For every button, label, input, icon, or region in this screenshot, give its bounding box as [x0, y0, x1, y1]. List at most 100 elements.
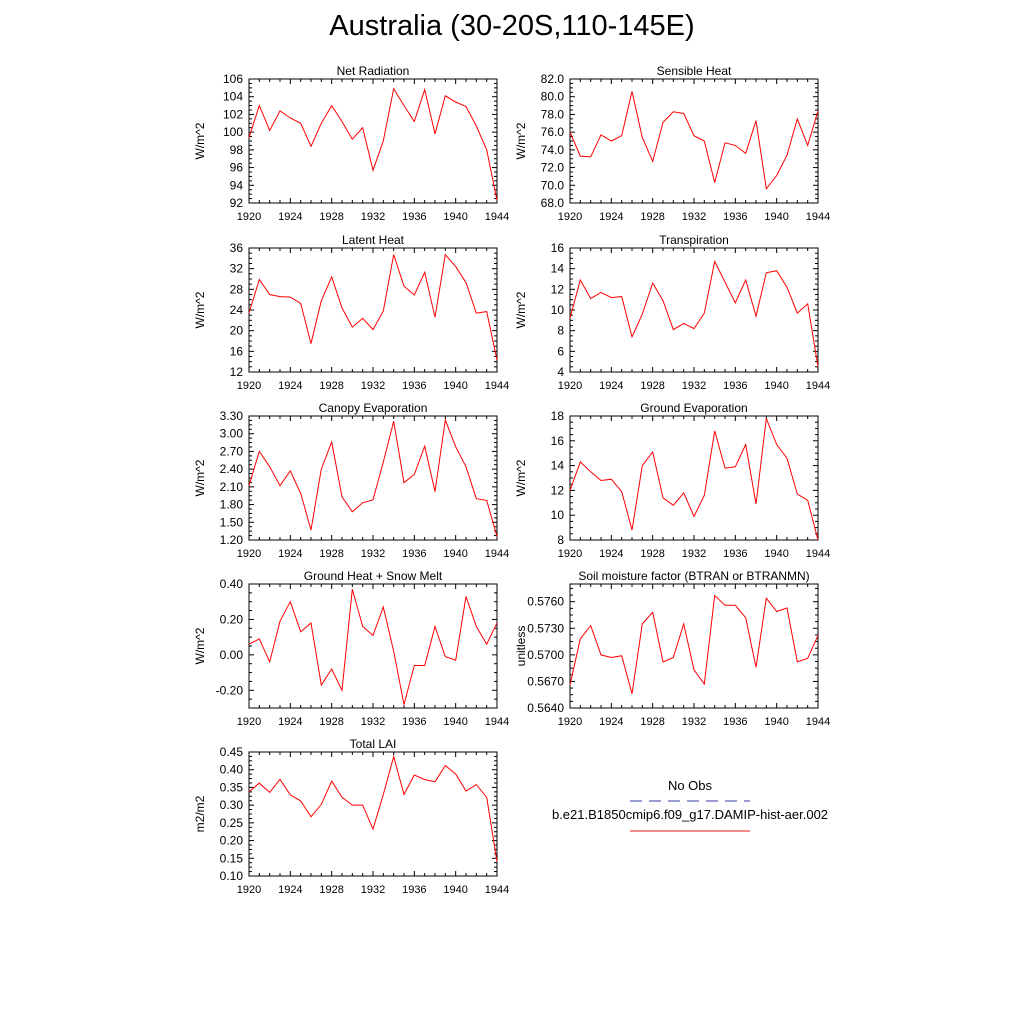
y-tick-label: 0.35: [220, 780, 244, 794]
y-axis-label: W/m^2: [193, 627, 207, 664]
plot-frame: [569, 415, 819, 541]
y-tick-label: 28: [230, 282, 244, 296]
x-tick-label: 1924: [278, 548, 302, 560]
y-tick-label: 12: [230, 365, 244, 379]
series-line: [569, 91, 819, 191]
y-tick-label: -0.20: [216, 683, 244, 697]
panel-title: Ground Evaporation: [640, 401, 747, 415]
series-line: [248, 754, 498, 862]
x-tick-label: 1932: [682, 548, 706, 560]
y-tick-label: 2.40: [220, 462, 244, 476]
y-tick-label: 1.20: [220, 533, 244, 547]
x-tick-label: 1924: [599, 548, 623, 560]
y-tick-label: 10: [551, 303, 565, 317]
x-tick-label: 1928: [640, 211, 664, 223]
x-tick-label: 1944: [806, 548, 830, 560]
x-tick-label: 1928: [319, 211, 343, 223]
panel-title: Latent Heat: [342, 233, 405, 247]
y-tick-label: 0.15: [220, 851, 244, 865]
series-line: [569, 418, 819, 541]
x-tick-label: 1940: [443, 380, 467, 392]
x-tick-label: 1928: [319, 380, 343, 392]
x-tick-label: 1936: [723, 211, 747, 223]
y-tick-label: 80.0: [541, 90, 565, 104]
y-tick-label: 0.5700: [527, 648, 564, 662]
y-tick-label: 0.10: [220, 869, 244, 883]
panel-9: Total LAI m2/m2 1920 1924 1928 1932 1936 1940 19…: [193, 737, 509, 896]
page-title: Australia (30-20S,110-145E): [329, 10, 695, 42]
y-tick-label: 32: [230, 262, 244, 276]
x-tick-label: 1940: [764, 716, 788, 728]
panel-title: Net Radiation: [337, 64, 410, 78]
panel-title: Sensible Heat: [657, 64, 732, 78]
panel-8: Soil moisture factor (BTRAN or BTRANMN) u…: [514, 569, 830, 728]
x-tick-label: 1920: [558, 380, 582, 392]
panel-1: Net Radiation W/m^2 1920 1924 1928 1932 1936 19…: [193, 64, 509, 223]
x-tick-label: 1924: [278, 380, 302, 392]
x-tick-label: 1940: [443, 884, 467, 896]
x-tick-label: 1932: [361, 716, 385, 728]
y-tick-label: 18: [551, 409, 565, 423]
y-axis-label: m2/m2: [193, 795, 207, 832]
x-tick-label: 1936: [723, 716, 747, 728]
x-tick-label: 1932: [361, 211, 385, 223]
y-tick-label: 74.0: [541, 143, 565, 157]
x-tick-label: 1940: [764, 548, 788, 560]
series-line: [248, 418, 498, 537]
panel-3: Latent Heat W/m^2 1920 1924 1928 1932 1936 1940…: [193, 233, 509, 392]
x-tick-label: 1932: [361, 884, 385, 896]
x-tick-label: 1936: [402, 380, 426, 392]
x-tick-label: 1940: [443, 211, 467, 223]
y-tick-label: 12: [551, 282, 565, 296]
x-tick-label: 1940: [443, 716, 467, 728]
x-tick-label: 1936: [402, 716, 426, 728]
x-tick-label: 1944: [806, 716, 830, 728]
x-tick-label: 1920: [237, 211, 261, 223]
y-tick-label: 76.0: [541, 125, 565, 139]
y-axis-label: W/m^2: [514, 291, 528, 328]
y-tick-label: 16: [551, 434, 565, 448]
x-tick-label: 1924: [278, 884, 302, 896]
y-tick-label: 96: [230, 161, 244, 175]
legend-model-label: b.e21.B1850cmip6.f09_g17.DAMIP-hist-aer.…: [551, 807, 829, 822]
y-tick-label: 3.30: [220, 409, 244, 423]
x-tick-label: 1920: [558, 211, 582, 223]
x-tick-label: 1932: [361, 380, 385, 392]
x-tick-label: 1944: [485, 211, 509, 223]
x-tick-label: 1928: [319, 884, 343, 896]
x-tick-label: 1928: [319, 716, 343, 728]
y-tick-label: 1.80: [220, 498, 244, 512]
x-tick-label: 1924: [599, 716, 623, 728]
x-tick-label: 1944: [485, 548, 509, 560]
plot-frame: [569, 78, 819, 204]
x-tick-label: 1944: [806, 211, 830, 223]
y-tick-label: 1.50: [220, 515, 244, 529]
plot-frame: [248, 247, 498, 373]
y-tick-label: 2.70: [220, 444, 244, 458]
y-tick-label: 106: [223, 72, 243, 86]
y-tick-label: 102: [223, 107, 243, 121]
plot-frame: [248, 415, 498, 541]
panel-title: Ground Heat + Snow Melt: [304, 569, 443, 583]
x-tick-label: 1920: [237, 884, 261, 896]
panel-2: Sensible Heat W/m^2 1920 1924 1928 1932 1936 19…: [514, 64, 830, 223]
y-tick-label: 0.25: [220, 816, 244, 830]
y-tick-label: 94: [230, 178, 244, 192]
y-tick-label: 70.0: [541, 178, 565, 192]
x-tick-label: 1936: [723, 380, 747, 392]
x-tick-label: 1920: [558, 548, 582, 560]
y-tick-label: 104: [223, 90, 243, 104]
x-tick-label: 1936: [723, 548, 747, 560]
panel-title: Soil moisture factor (BTRAN or BTRANMN): [578, 569, 809, 583]
y-tick-label: 24: [230, 303, 244, 317]
y-axis-label: W/m^2: [193, 459, 207, 496]
y-tick-label: 0.30: [220, 798, 244, 812]
y-tick-label: 36: [230, 241, 244, 255]
legend-obs-line: [630, 800, 750, 802]
y-tick-label: 0.20: [220, 612, 244, 626]
plot-frame: [248, 751, 498, 877]
y-axis-label: unitless: [514, 626, 528, 667]
panel-6: Ground Evaporation W/m^2 1920 1924 1928 1932 1…: [514, 401, 830, 560]
legend-obs-label: No Obs: [667, 778, 713, 793]
